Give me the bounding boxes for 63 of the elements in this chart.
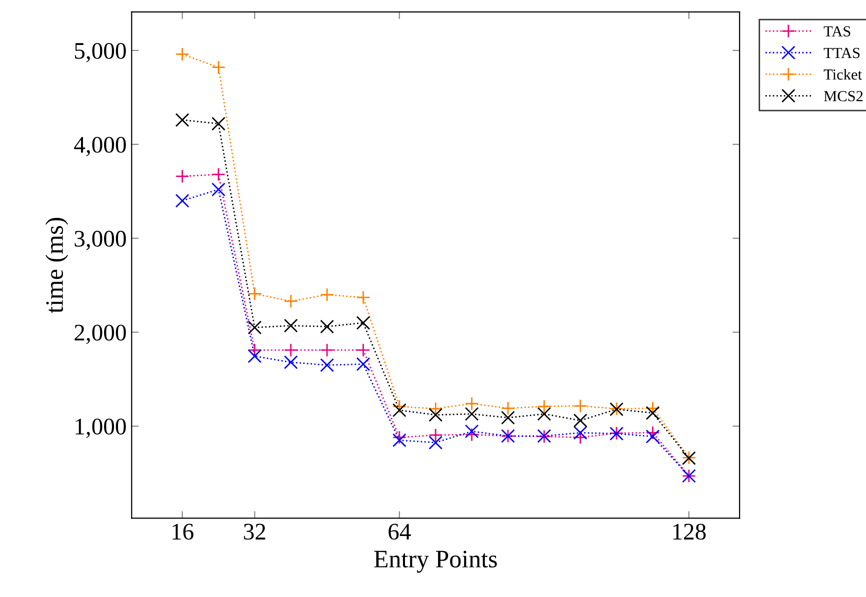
x-axis-title: Entry Points — [374, 550, 497, 573]
point — [356, 343, 370, 358]
point — [320, 358, 334, 372]
point — [646, 401, 660, 416]
point — [284, 355, 298, 370]
point — [392, 403, 406, 418]
point — [501, 410, 515, 425]
point — [392, 399, 406, 414]
legend-label: MCS2 — [824, 91, 863, 102]
point — [175, 194, 190, 208]
x-tick-label: 32 — [244, 524, 266, 540]
point — [428, 402, 443, 416]
point — [464, 406, 479, 421]
point — [392, 433, 406, 448]
point — [356, 316, 370, 330]
y-tick-label: 2,000 — [74, 324, 126, 344]
point — [320, 343, 334, 358]
point — [573, 430, 588, 444]
x-tick-label: 16 — [172, 524, 194, 540]
x-tick-label: 128 — [673, 524, 706, 540]
point — [464, 428, 479, 442]
point — [356, 357, 370, 372]
point — [212, 182, 226, 196]
y-axis-title: time (ms) — [45, 218, 68, 314]
point — [646, 430, 660, 444]
point — [501, 401, 515, 416]
point — [537, 399, 552, 414]
point — [464, 424, 479, 438]
y-tick-label: 1,000 — [76, 418, 126, 438]
point — [212, 116, 226, 131]
point — [464, 396, 479, 411]
x-tick-label: 64 — [388, 524, 411, 540]
point — [175, 169, 190, 184]
point — [356, 290, 370, 304]
point — [284, 318, 298, 333]
point — [212, 167, 226, 182]
point — [573, 414, 588, 428]
y-tick-label: 3,000 — [74, 230, 126, 250]
point — [320, 320, 334, 334]
point — [537, 406, 552, 421]
point — [248, 320, 262, 334]
point — [175, 47, 190, 62]
point — [428, 408, 443, 422]
point — [646, 426, 660, 440]
legend-label: TAS — [824, 26, 850, 37]
point — [573, 426, 588, 440]
point — [428, 436, 443, 450]
point — [320, 288, 334, 302]
point — [248, 349, 262, 364]
point — [392, 430, 406, 444]
legend-label: Ticket — [824, 68, 862, 80]
point — [646, 406, 660, 420]
point — [573, 399, 588, 413]
y-tick-label: 4,000 — [74, 136, 126, 156]
point — [248, 286, 262, 301]
legend-label: TTAS — [824, 48, 860, 58]
point — [284, 343, 298, 358]
point — [175, 113, 190, 127]
point — [248, 343, 262, 358]
point — [212, 60, 226, 74]
y-tick-label: 5,000 — [75, 42, 126, 62]
point — [284, 294, 298, 308]
point — [428, 428, 443, 442]
